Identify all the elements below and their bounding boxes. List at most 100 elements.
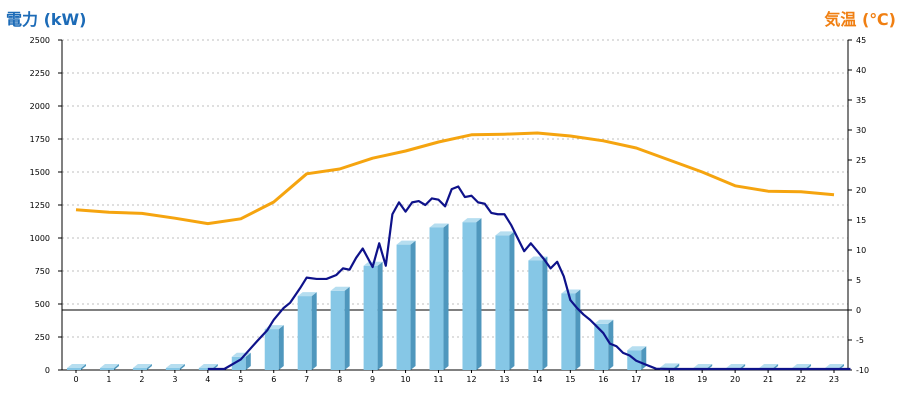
left-tick-label: 1500 [30, 168, 50, 177]
bar-front [165, 368, 180, 370]
bar-front [231, 356, 246, 370]
x-tick-label: 20 [730, 375, 740, 384]
right-tick-label: -5 [856, 336, 864, 345]
left-tick-label: 750 [35, 267, 50, 276]
left-tick-label: 250 [35, 333, 50, 342]
right-tick-label: 40 [856, 66, 866, 75]
x-tick-label: 13 [499, 375, 509, 384]
bar-top [792, 364, 812, 368]
x-tick-label: 2 [139, 375, 144, 384]
bar-side [410, 240, 416, 370]
bar-side [344, 286, 350, 370]
x-tick-label: 4 [205, 375, 210, 384]
x-tick-label: 19 [697, 375, 707, 384]
bar [330, 286, 350, 370]
right-tick-label: 0 [856, 306, 861, 315]
bar [396, 240, 416, 370]
bar-side [575, 289, 581, 370]
bar-top [561, 289, 581, 294]
x-tick-label: 23 [829, 375, 839, 384]
bar-side [278, 325, 284, 370]
x-tick-label: 11 [433, 375, 443, 384]
x-tick-label: 3 [172, 375, 177, 384]
bar [264, 325, 284, 370]
x-tick-label: 21 [763, 375, 773, 384]
bar-side [509, 231, 515, 370]
right-tick-label: 35 [856, 96, 866, 105]
bar-top [165, 364, 185, 368]
x-tick-label: 14 [532, 375, 542, 384]
bar-front [429, 227, 444, 370]
bar-top [594, 319, 614, 324]
bar-top [132, 364, 152, 368]
bar [99, 364, 119, 370]
bar-top [495, 231, 515, 236]
left-tick-label: 0 [45, 366, 50, 375]
x-tick-label: 7 [304, 375, 309, 384]
bar-front [67, 368, 81, 370]
bar [561, 289, 581, 370]
x-tick-label: 8 [337, 375, 342, 384]
temperature-line [75, 131, 835, 226]
left-tick-label: 1250 [30, 201, 50, 210]
bar [627, 346, 647, 370]
x-tick-label: 9 [370, 375, 375, 384]
bar [429, 223, 449, 370]
bar-front [132, 368, 147, 370]
bar-top [759, 364, 779, 368]
bar-top [330, 286, 350, 291]
left-tick-label: 1750 [30, 135, 50, 144]
x-tick-label: 10 [400, 375, 410, 384]
bar-front [561, 293, 576, 370]
bar-front [297, 296, 312, 370]
right-tick-label: 25 [856, 156, 866, 165]
bar-top [825, 364, 844, 368]
x-tick-label: 12 [466, 375, 476, 384]
bar-front [198, 368, 213, 370]
right-tick-label: 30 [856, 126, 866, 135]
right-axis-title: 気温 (℃) [824, 10, 896, 29]
bar [231, 352, 251, 370]
bar-top [396, 240, 416, 245]
bar [67, 364, 86, 370]
left-tick-label: 500 [35, 300, 50, 309]
bar-front [99, 368, 114, 370]
bar-front [462, 222, 477, 370]
power-line [207, 185, 851, 371]
x-tick-label: 22 [796, 375, 806, 384]
bar-top [693, 364, 713, 368]
bar [495, 231, 515, 370]
bar-top [660, 363, 680, 368]
bar-side [311, 292, 317, 370]
x-tick-label: 18 [664, 375, 674, 384]
x-tick-label: 5 [238, 375, 243, 384]
bar [462, 218, 482, 370]
right-tick-label: 10 [856, 246, 866, 255]
bar-top [198, 364, 218, 368]
bar [363, 261, 383, 370]
right-tick-label: 20 [856, 186, 866, 195]
bar-side [245, 352, 251, 370]
bar-top [99, 364, 119, 368]
bar-side [146, 364, 152, 370]
right-tick-label: 45 [856, 36, 866, 45]
x-tick-label: 6 [271, 375, 276, 384]
right-tick-label: 15 [856, 216, 866, 225]
left-axis-title: 電力 (kW) [6, 10, 87, 29]
x-tick-label: 1 [106, 375, 111, 384]
bar-front [396, 244, 411, 370]
bar-top [726, 364, 746, 368]
left-tick-label: 2250 [30, 69, 50, 78]
bar-side [476, 218, 482, 370]
right-tick-label: -10 [856, 366, 869, 375]
x-tick-label: 17 [631, 375, 641, 384]
bar-front [264, 329, 279, 370]
bar [297, 292, 317, 370]
bar-side [81, 364, 86, 370]
bar-top [67, 364, 86, 368]
bar-top [462, 218, 482, 223]
bar-side [443, 223, 449, 370]
bar-side [641, 346, 647, 370]
bar-side [542, 256, 548, 370]
